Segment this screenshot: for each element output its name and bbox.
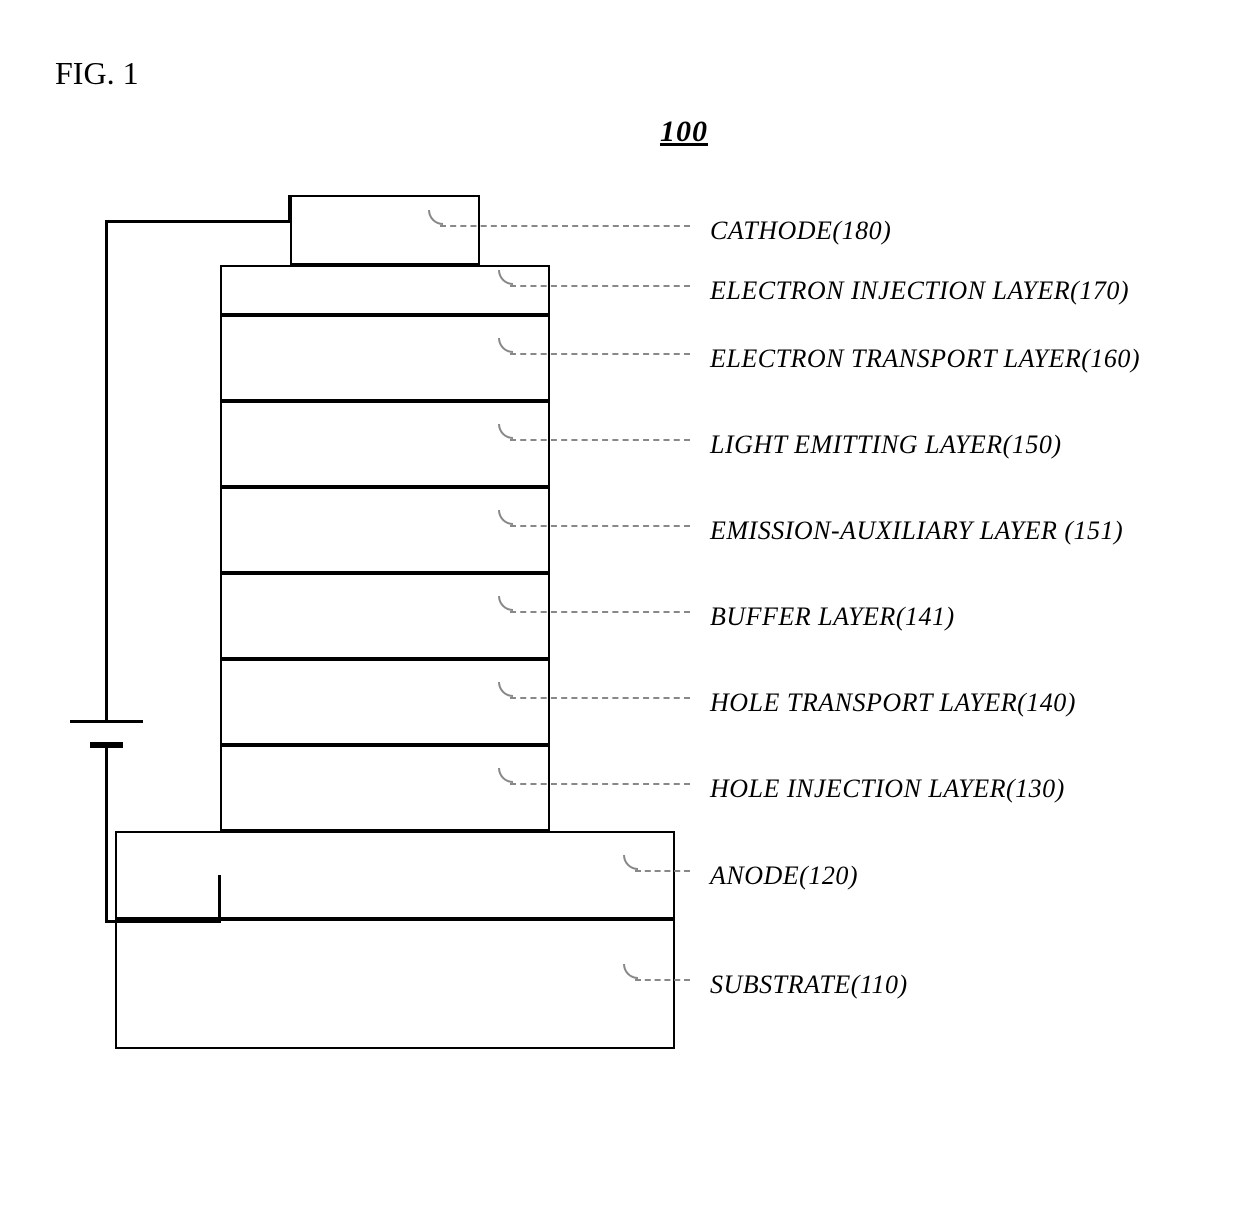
- circuit-wire-vertical-lower: [105, 748, 108, 920]
- layer-box-substrate: [115, 919, 675, 1049]
- layer-box-etl: [220, 315, 550, 401]
- layer-label-etl: ELECTRON TRANSPORT LAYER(160): [710, 344, 1140, 374]
- leader-line-eal: [510, 525, 690, 527]
- leader-line-substrate: [635, 979, 690, 981]
- layer-label-eal: EMISSION-AUXILIARY LAYER (151): [710, 516, 1123, 546]
- layer-label-eil: ELECTRON INJECTION LAYER(170): [710, 276, 1129, 306]
- layer-box-htl: [220, 659, 550, 745]
- leader-line-eil: [510, 285, 690, 287]
- leader-line-anode: [635, 870, 690, 872]
- layer-box-anode: [115, 831, 675, 919]
- layer-box-eal: [220, 487, 550, 573]
- circuit-wire-bottom: [105, 920, 220, 923]
- layer-box-hil: [220, 745, 550, 831]
- leader-line-htl: [510, 697, 690, 699]
- battery-plate-long: [70, 720, 143, 723]
- leader-line-buf: [510, 611, 690, 613]
- circuit-wire-vertical-upper: [105, 220, 108, 720]
- layer-label-eml: LIGHT EMITTING LAYER(150): [710, 430, 1062, 460]
- layer-label-substrate: SUBSTRATE(110): [710, 970, 908, 1000]
- layer-label-buf: BUFFER LAYER(141): [710, 602, 955, 632]
- layer-box-buf: [220, 573, 550, 659]
- circuit-wire-top-stub: [288, 195, 291, 223]
- leader-line-etl: [510, 353, 690, 355]
- circuit-wire-bottom-stub: [218, 875, 221, 923]
- layer-label-htl: HOLE TRANSPORT LAYER(140): [710, 688, 1076, 718]
- layer-box-eml: [220, 401, 550, 487]
- leader-line-hil: [510, 783, 690, 785]
- figure-title: FIG. 1: [55, 55, 139, 92]
- layer-box-cathode: [290, 195, 480, 265]
- device-id: 100: [660, 115, 708, 149]
- circuit-wire-top: [105, 220, 290, 223]
- leader-line-eml: [510, 439, 690, 441]
- layer-label-cathode: CATHODE(180): [710, 216, 891, 246]
- leader-line-cathode: [440, 225, 690, 227]
- layer-label-hil: HOLE INJECTION LAYER(130): [710, 774, 1065, 804]
- layer-label-anode: ANODE(120): [710, 861, 858, 891]
